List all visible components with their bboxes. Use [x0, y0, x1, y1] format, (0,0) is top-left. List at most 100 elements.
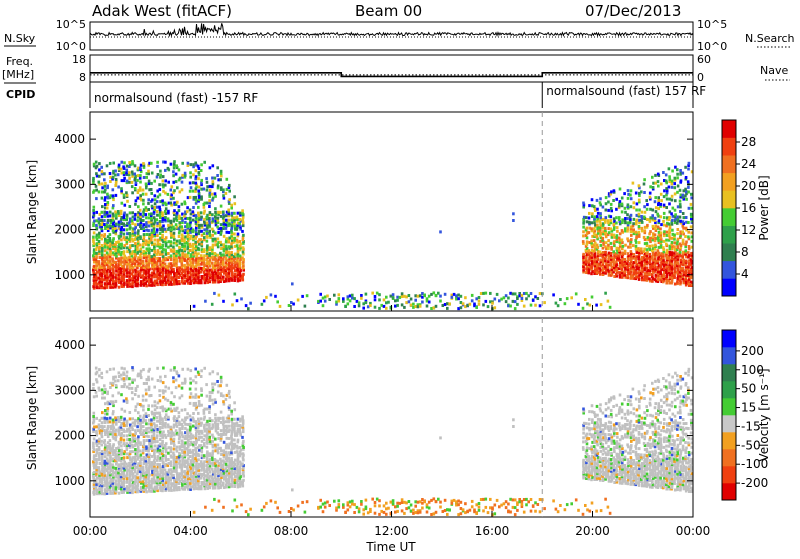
power-point	[192, 219, 195, 222]
velocity-point	[115, 467, 118, 470]
velocity-point	[103, 429, 106, 432]
velocity-point	[131, 428, 134, 431]
power-point	[120, 259, 123, 262]
power-point	[646, 203, 649, 206]
velocity-point	[123, 400, 126, 403]
power-point	[646, 257, 649, 260]
power-point	[189, 249, 192, 252]
power-point	[610, 203, 613, 206]
velocity-point	[134, 393, 137, 396]
power-point	[189, 171, 192, 174]
power-point	[688, 207, 691, 210]
power-point	[494, 298, 497, 301]
velocity-point	[112, 435, 115, 438]
power-point	[120, 238, 123, 241]
power-point	[241, 230, 244, 233]
velocity-point	[159, 380, 162, 383]
power-point	[478, 296, 481, 299]
velocity-point	[115, 479, 118, 482]
power-point	[448, 302, 451, 305]
velocity-point	[137, 395, 140, 398]
power-point	[674, 177, 677, 180]
velocity-point	[170, 460, 173, 463]
power-point	[687, 235, 690, 238]
power-point	[189, 217, 192, 220]
power-point	[139, 194, 142, 197]
power-point	[651, 280, 654, 283]
power-point	[139, 213, 142, 216]
power-point	[619, 232, 622, 235]
velocity-point	[101, 376, 104, 379]
velocity-point	[142, 395, 145, 398]
power-point	[230, 207, 233, 210]
power-point	[228, 198, 231, 201]
power-point	[219, 211, 222, 214]
power-point	[126, 200, 129, 203]
power-point	[643, 216, 646, 219]
velocity-point	[134, 419, 137, 422]
power-point	[654, 266, 657, 269]
power-point	[98, 175, 101, 178]
power-point	[585, 216, 588, 219]
velocity-point	[194, 396, 197, 399]
power-point	[595, 304, 598, 307]
power-point	[150, 217, 153, 220]
power-point	[674, 192, 677, 195]
power-point	[596, 224, 599, 227]
power-point	[654, 244, 657, 247]
power-point	[588, 221, 591, 224]
velocity-point	[148, 480, 151, 483]
power-point	[674, 241, 677, 244]
power-point	[673, 234, 676, 237]
power-point	[632, 244, 635, 247]
power-point	[685, 176, 688, 179]
power-point	[588, 249, 591, 252]
cpid-strip: normalsound (fast) -157 RF normalsound (…	[90, 82, 706, 108]
power-point	[442, 304, 445, 307]
power-point	[649, 208, 652, 211]
velocity-point	[134, 432, 137, 435]
power-point	[616, 226, 619, 229]
velocity-point	[120, 444, 123, 447]
velocity-point	[93, 395, 96, 398]
power-point	[186, 210, 189, 213]
power-point	[228, 231, 231, 234]
power-point	[165, 236, 168, 239]
power-point	[148, 224, 151, 227]
power-point	[161, 211, 164, 214]
power-point	[192, 173, 195, 176]
power-point	[136, 248, 139, 251]
power-point	[237, 233, 240, 236]
power-point	[659, 271, 662, 274]
power-point	[143, 238, 146, 241]
power-point	[439, 230, 442, 233]
velocity-point	[145, 445, 148, 448]
power-point	[139, 174, 142, 177]
velocity-point	[98, 466, 101, 469]
velocity-point	[112, 400, 115, 403]
power-point	[679, 234, 682, 237]
velocity-point	[161, 420, 164, 423]
power-point	[621, 221, 624, 224]
power-point	[128, 256, 131, 259]
velocity-point	[159, 399, 162, 402]
velocity-point	[139, 419, 142, 422]
power-colorbar-cell	[722, 190, 736, 208]
velocity-point	[206, 483, 209, 486]
power-point	[523, 305, 526, 308]
velocity-point	[148, 368, 151, 371]
power-point	[192, 181, 195, 184]
power-point	[599, 212, 602, 215]
power-point	[203, 161, 206, 164]
power-point	[104, 182, 107, 185]
power-point	[211, 262, 214, 265]
power-point	[115, 270, 118, 273]
velocity-point	[172, 380, 175, 383]
power-point	[158, 206, 161, 209]
power-point	[142, 189, 145, 192]
power-point	[123, 233, 126, 236]
power-point	[676, 176, 679, 179]
power-point	[610, 227, 613, 230]
power-point	[301, 295, 304, 298]
power-point	[690, 281, 693, 284]
